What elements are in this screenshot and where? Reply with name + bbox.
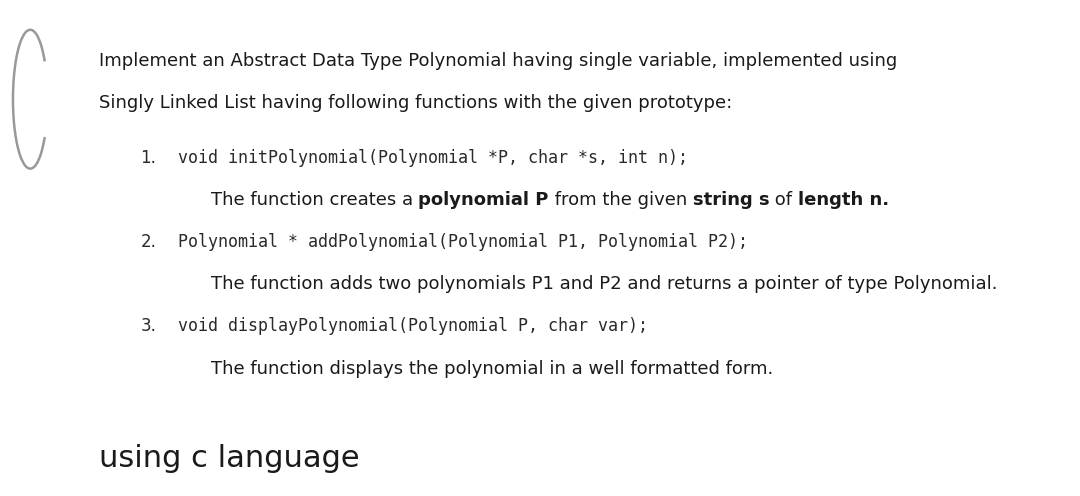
Text: from the given: from the given [549, 191, 693, 209]
Text: The function adds two polynomials P1 and P2 and returns a pointer of type Polyno: The function adds two polynomials P1 and… [211, 275, 997, 293]
Text: polynomial P: polynomial P [418, 191, 549, 209]
Text: void displayPolynomial(Polynomial P, char var);: void displayPolynomial(Polynomial P, cha… [178, 317, 648, 335]
Text: length n.: length n. [798, 191, 889, 209]
Text: 3.: 3. [140, 317, 157, 335]
Text: The function creates a: The function creates a [211, 191, 418, 209]
Text: Singly Linked List having following functions with the given prototype:: Singly Linked List having following func… [99, 94, 732, 112]
Text: Implement an Abstract Data Type Polynomial having single variable, implemented u: Implement an Abstract Data Type Polynomi… [99, 52, 897, 70]
Text: Polynomial * addPolynomial(Polynomial P1, Polynomial P2);: Polynomial * addPolynomial(Polynomial P1… [178, 233, 748, 251]
Text: string s: string s [693, 191, 769, 209]
Text: The function displays the polynomial in a well formatted form.: The function displays the polynomial in … [211, 360, 773, 377]
Text: of: of [769, 191, 798, 209]
Text: 1.: 1. [140, 149, 157, 167]
Text: 2.: 2. [140, 233, 157, 251]
Text: using c language: using c language [99, 444, 360, 473]
Text: void initPolynomial(Polynomial *P, char *s, int n);: void initPolynomial(Polynomial *P, char … [178, 149, 688, 167]
